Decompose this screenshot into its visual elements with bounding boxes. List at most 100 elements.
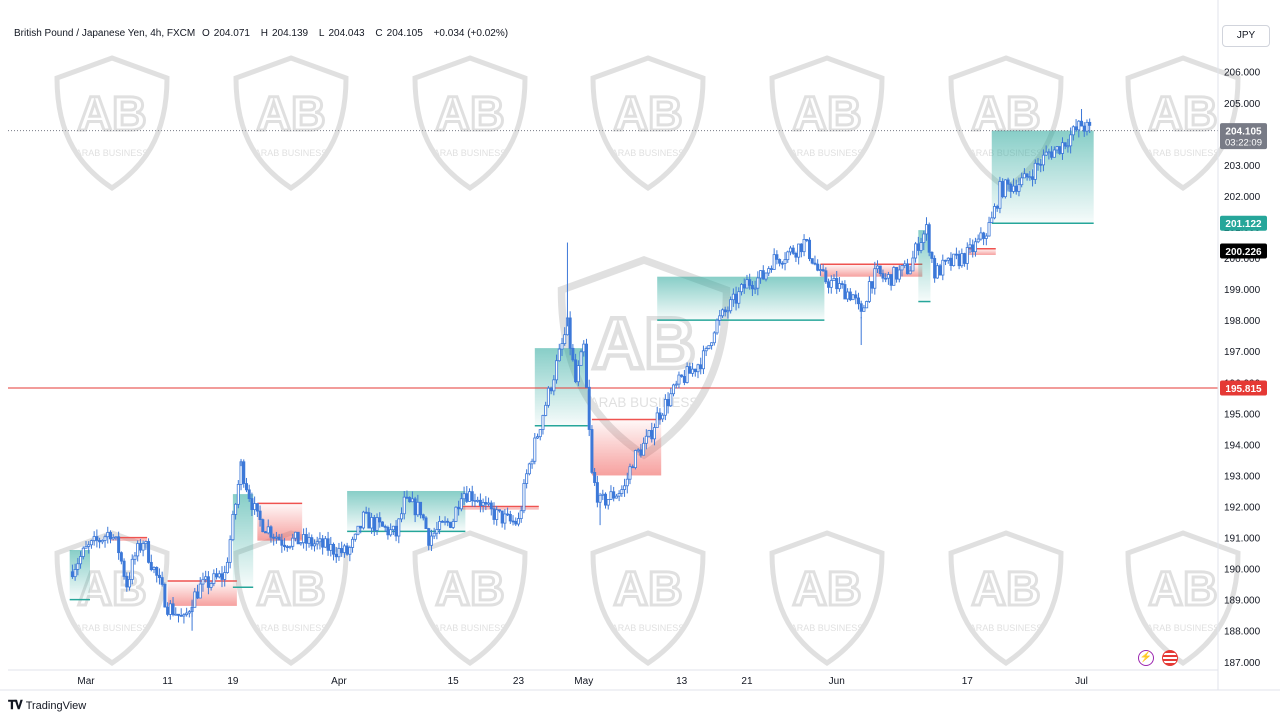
price-axis-tick: 205.000 (1224, 99, 1261, 110)
candle-body (304, 534, 308, 544)
candle-body (1041, 154, 1045, 166)
candle-body (147, 541, 151, 563)
candle-body (576, 365, 580, 383)
candle-body (756, 277, 760, 289)
candle-body (892, 267, 896, 286)
symbol-legend[interactable]: British Pound / Japanese Yen, 4h, FXCM O… (14, 28, 512, 39)
candle-body (367, 512, 371, 529)
candle-body (574, 359, 578, 383)
candle-body (484, 502, 488, 505)
trailing-stop-fill (591, 419, 662, 476)
candle-body (130, 558, 134, 580)
candle-body (810, 258, 814, 264)
candle-body (174, 613, 178, 616)
candle-body (500, 510, 504, 524)
candle-body (166, 606, 170, 615)
svg-text:AB: AB (256, 563, 325, 616)
candle-body (163, 584, 167, 608)
candle-body (337, 548, 341, 558)
candle-body (788, 247, 792, 253)
candle-body (794, 253, 798, 258)
candle-body (995, 206, 999, 209)
candle-body (878, 265, 882, 275)
trailing-stop-fill (167, 581, 237, 606)
candle-body (421, 514, 425, 519)
candle-body (217, 573, 221, 578)
time-axis-tick: 19 (227, 676, 239, 687)
candle-body (715, 319, 719, 334)
candle-body (321, 538, 325, 548)
candle-body (176, 613, 180, 616)
candle-body (76, 563, 80, 570)
candle-body (215, 573, 219, 578)
candle-body (1060, 142, 1064, 154)
time-axis-tick: 11 (162, 676, 173, 687)
candle-body (1085, 121, 1089, 132)
candle-body (334, 553, 338, 558)
ohlc-open: O 204.071 (202, 28, 250, 39)
flag-icon[interactable] (1162, 650, 1178, 666)
plot-area[interactable] (8, 10, 1217, 668)
candle-body (1082, 125, 1086, 132)
candle-body (848, 291, 852, 301)
candle-body (897, 269, 901, 280)
candle-body (236, 484, 240, 505)
currency-button[interactable]: JPY (1222, 25, 1270, 47)
candle-body (1050, 151, 1054, 158)
candle-body (720, 309, 724, 317)
candle-body (122, 560, 126, 577)
candle-body (283, 544, 287, 548)
watermark-label: ARAB BUSINESS (76, 148, 149, 158)
tradingview-brand[interactable]: 𝐓𝐕 TradingView (8, 698, 86, 713)
candle-body (506, 513, 510, 516)
candle-body (587, 386, 591, 430)
svg-text:AB: AB (256, 88, 325, 141)
candle-body (802, 239, 806, 253)
svg-text:AB: AB (613, 563, 682, 616)
watermark-label: ARAB BUSINESS (970, 623, 1043, 633)
candle-body (971, 244, 975, 253)
candle-body (478, 499, 482, 506)
watermark-label: ARAB BUSINESS (1147, 623, 1220, 633)
svg-text:AB: AB (792, 88, 861, 141)
candle-body (982, 232, 986, 239)
candle-body (593, 471, 597, 483)
candle-body (103, 536, 107, 541)
candle-body (288, 545, 292, 548)
candle-body (307, 537, 311, 544)
candle-body (351, 538, 355, 548)
candle-body (514, 520, 518, 525)
candle-body (429, 535, 433, 546)
candle-body (905, 263, 909, 275)
trailing-stop-layer (69, 130, 1094, 606)
candle-body (998, 181, 1002, 209)
candle-body (1071, 126, 1075, 136)
candle-body (73, 569, 77, 578)
candle-body (979, 232, 983, 240)
candle-body (125, 576, 129, 588)
candle-body (669, 393, 673, 407)
candle-body (691, 368, 695, 374)
candle-body (786, 251, 790, 261)
candle-body (157, 574, 161, 578)
brand-label: TradingView (25, 699, 87, 712)
candle-body (454, 506, 458, 522)
candle-body (356, 525, 360, 535)
watermark-shield-icon: AB ARAB BUSINESS (233, 530, 349, 667)
trailing-stop-fill (110, 537, 148, 541)
trailing-stop-fill (461, 506, 539, 510)
trailing-stop-fill (657, 276, 825, 321)
candle-body (536, 436, 540, 439)
price-axis-tick: 188.000 (1224, 627, 1261, 638)
candle-body (1069, 134, 1073, 147)
candle-body (884, 277, 888, 280)
candle-body (448, 521, 452, 528)
candle-body (266, 526, 270, 534)
time-axis-tick: Jun (829, 676, 845, 687)
lightning-icon[interactable]: ⚡ (1138, 650, 1154, 666)
candle-body (459, 498, 463, 510)
candle-body (160, 577, 164, 585)
time-axis-tick: Mar (77, 676, 95, 687)
horizontal-level-tag-label: 195.815 (1225, 384, 1262, 395)
